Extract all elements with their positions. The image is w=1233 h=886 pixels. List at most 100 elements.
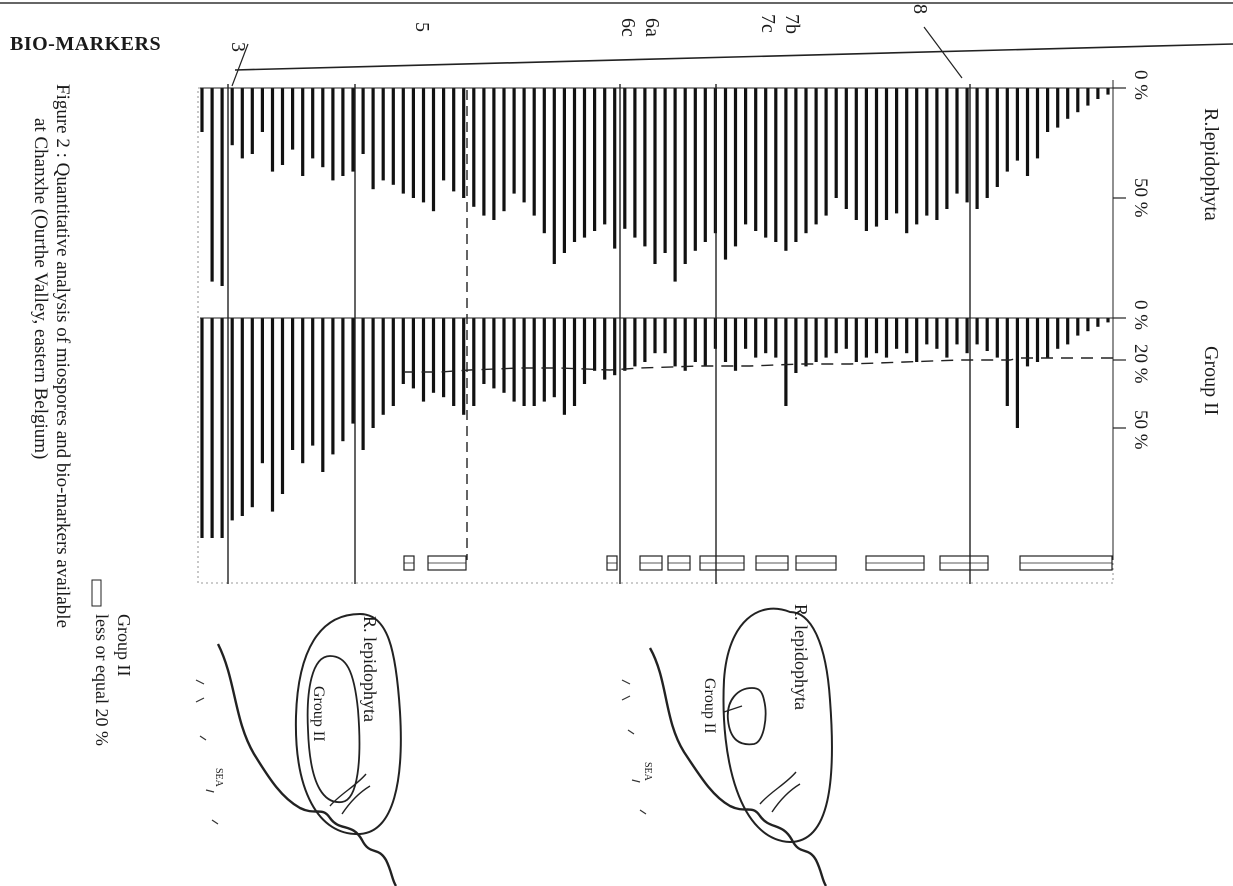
group-ii-bar (462, 318, 466, 415)
lepido-bar (321, 88, 325, 168)
lepido-bar (341, 88, 345, 176)
group-ii-bar (381, 318, 385, 415)
lepido-bar (442, 88, 446, 181)
lepido-bar (985, 88, 989, 198)
lepido-bar (824, 88, 828, 216)
lepido-bar (703, 88, 707, 242)
header-rule (234, 43, 1233, 71)
lepido-bar (673, 88, 677, 282)
lepido-bar (562, 88, 566, 253)
group-ii-bar (884, 318, 889, 358)
axis-title-group: Group II (1200, 346, 1222, 415)
upper-map-outer-label: R. lepidophyta (791, 604, 811, 710)
lepido-bar (200, 88, 204, 132)
group-ii-bar (854, 318, 858, 362)
tick-label-lep-50: 50 % (1130, 178, 1151, 218)
marker-3-leader (231, 43, 249, 87)
lepido-bar (895, 88, 899, 214)
lepido-bar (371, 88, 375, 190)
lepido-bar (643, 88, 647, 247)
group-ii-bar (915, 318, 919, 362)
lepido-bar (542, 88, 546, 234)
lepido-bar (1076, 88, 1080, 113)
group-ii-bar (472, 318, 476, 406)
lower-map-outer-contour (294, 612, 402, 836)
lepido-bar (230, 88, 234, 146)
lepido-bar (1025, 88, 1030, 176)
lepido-bar (331, 88, 335, 181)
lepido-bar (693, 88, 697, 251)
group-ii-bar (935, 318, 939, 349)
lepido-bar (995, 88, 999, 187)
lepido-bar (351, 88, 355, 172)
group-ii-bar (220, 318, 224, 538)
lepido-bar (864, 88, 868, 231)
group-ii-bar (975, 318, 979, 345)
lepido-bar (814, 88, 818, 225)
upper-map-river (759, 771, 801, 813)
lepido-bar (945, 88, 949, 209)
group-ii-bar (754, 318, 758, 358)
lepido-bar (884, 88, 889, 220)
lepido-bar (955, 88, 959, 194)
lepido-bar (311, 88, 315, 159)
lepido-bar (925, 88, 929, 216)
lepido-bar (754, 88, 758, 231)
lepido-bar (804, 88, 808, 234)
tick-label-g-0: 0 % (1130, 300, 1151, 330)
tick-label-lep-0: 0 % (1130, 70, 1151, 100)
group-ii-bar (824, 318, 828, 358)
lepido-bar (935, 88, 939, 220)
marker-label-8: 8 (909, 4, 931, 14)
marker-lines (200, 84, 1113, 584)
group-ii-bar (663, 318, 667, 354)
group-ii-bar (925, 318, 929, 345)
threshold-boxes (403, 555, 1113, 571)
group-ii-bar (1086, 318, 1090, 332)
lepido-bar (482, 88, 486, 216)
lepido-bar (683, 88, 687, 264)
lower-map-waves (195, 679, 219, 825)
group-ii-bar (280, 318, 285, 494)
lepido-bar (723, 88, 728, 260)
lepido-bar (733, 88, 738, 247)
lepido-bar (472, 88, 476, 207)
group-ii-bar (442, 318, 446, 398)
upper-map-waves (621, 679, 647, 815)
group-ii-bar (1076, 318, 1080, 336)
group-ii-bar (1106, 318, 1110, 323)
lepido-bar (492, 88, 496, 220)
lepido-bar (834, 88, 838, 198)
lepido-bar (401, 88, 405, 194)
group-ii-bar (210, 318, 214, 538)
lepido-bar (361, 88, 365, 154)
lepido-bar (784, 88, 788, 251)
group-ii-bar (985, 318, 989, 351)
lepido-bar (593, 88, 597, 231)
upper-map-inner-contour (726, 687, 767, 746)
group-ii-bar (230, 318, 234, 521)
group-ii-bar (341, 318, 345, 442)
group-ii-bar (683, 318, 687, 371)
group-ii-bar (532, 318, 536, 406)
section-header: BIO-MARKERS (10, 33, 162, 55)
group-ii-bar (562, 318, 566, 415)
group-ii-bar (955, 318, 959, 345)
group-ii-bar (744, 318, 748, 349)
group-ii-bar (522, 318, 526, 406)
group-ii-bar (945, 318, 949, 358)
group-ii-bar (965, 318, 969, 354)
tick-label-g-20: 20 % (1130, 344, 1151, 384)
lepido-bar (774, 88, 778, 242)
group-ii-bar (391, 318, 395, 406)
lepido-bar (452, 88, 456, 192)
lepido-bar (1005, 88, 1009, 172)
legend-line-1: Group II (114, 614, 134, 676)
group-ii-bar (572, 318, 577, 406)
upper-map-outer-contour (722, 607, 833, 844)
group-ii-bar (1025, 318, 1030, 367)
group-ii-bar (874, 318, 879, 354)
marker-label-5: 5 (411, 22, 433, 32)
lepido-bar (502, 88, 506, 212)
